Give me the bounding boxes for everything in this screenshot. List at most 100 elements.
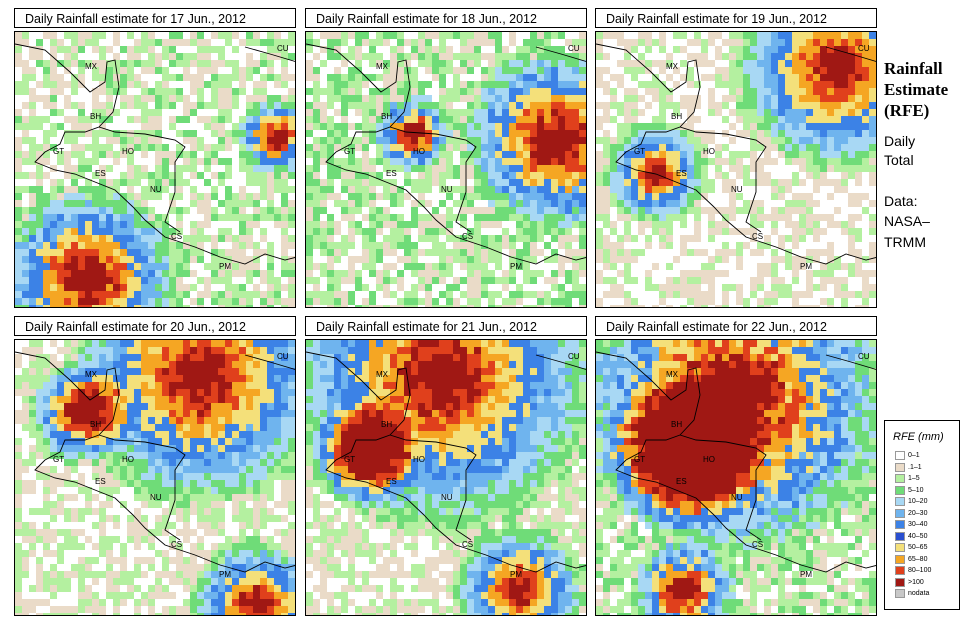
rainfall-raster — [596, 32, 876, 307]
legend-label: 0–1 — [908, 452, 920, 459]
country-label: PM — [219, 262, 231, 271]
coastline — [535, 354, 586, 370]
legend-label: 80–100 — [908, 567, 932, 574]
country-label: CU — [858, 44, 870, 53]
country-label: CS — [171, 232, 183, 241]
panel-title: Daily Rainfall estimate for 21 Jun., 201… — [305, 316, 587, 336]
legend-label: nodata — [908, 590, 930, 597]
country-label: GT — [344, 147, 356, 156]
country-label: ES — [676, 477, 687, 486]
country-label: HO — [413, 455, 425, 464]
rainfall-map: MX BH GT HO ES NU CS PM CU — [595, 31, 877, 308]
legend-item: >100 — [895, 577, 924, 588]
country-label: HO — [122, 455, 134, 464]
rainfall-panel: Daily Rainfall estimate for 21 Jun., 201… — [305, 316, 587, 616]
legend-label: 10–20 — [908, 498, 928, 505]
legend-swatch — [895, 577, 905, 587]
panel-title: Daily Rainfall estimate for 20 Jun., 201… — [14, 316, 296, 336]
coastline — [389, 126, 477, 233]
panel-title: Daily Rainfall estimate for 18 Jun., 201… — [305, 8, 587, 28]
country-label: CU — [277, 352, 289, 361]
legend-item: 30–40 — [895, 520, 927, 530]
country-label: NU — [150, 185, 162, 194]
coastline — [679, 434, 767, 541]
rfe-legend: RFE (mm) 0–1 .1–1 1–5 5–10 10–20 20–30 30–40 40… — [884, 420, 960, 610]
country-label: GT — [344, 455, 356, 464]
country-label: CS — [462, 232, 474, 241]
legend-label: 30–40 — [908, 521, 928, 528]
country-label: ES — [95, 477, 106, 486]
source-label-1: NASA– — [884, 213, 930, 229]
legend-label: 20–30 — [908, 509, 928, 517]
coastline — [825, 46, 876, 62]
coastline — [98, 126, 186, 233]
rainfall-map: MX BH GT HO ES NU CS PM CU — [595, 339, 877, 616]
country-label: PM — [800, 570, 812, 579]
legend-item: 50–65 — [895, 543, 927, 553]
total-label: Total — [884, 152, 914, 168]
legend-swatch — [895, 497, 905, 506]
country-label: PM — [510, 570, 522, 579]
coastline — [306, 43, 586, 265]
country-label: BH — [90, 420, 102, 429]
rainfall-map: MX BH GT HO ES NU CS PM CU — [305, 31, 587, 308]
country-label: HO — [703, 455, 715, 464]
country-label: HO — [703, 147, 715, 156]
country-label: HO — [413, 147, 425, 156]
rainfall-panel: Daily Rainfall estimate for 20 Jun., 201… — [14, 316, 296, 616]
legend-swatch — [895, 474, 905, 483]
country-label: PM — [800, 262, 812, 271]
coastline — [15, 351, 295, 573]
legend-label: 40–50 — [908, 532, 928, 540]
coastline — [535, 46, 586, 62]
country-label: CU — [277, 44, 289, 53]
legend-label: 5–10 — [908, 486, 924, 494]
coastline — [244, 354, 295, 370]
rainfall-raster — [15, 32, 295, 307]
legend-item: 65–80 — [895, 554, 928, 565]
legend-label: 65–80 — [908, 555, 928, 563]
legend-swatch — [895, 520, 905, 529]
legend-item: nodata — [895, 589, 929, 599]
legend-item: .1–1 — [895, 462, 922, 473]
country-label: GT — [634, 455, 646, 464]
title-line-1: Rainfall — [884, 59, 943, 78]
legend-swatch — [895, 531, 905, 541]
coastline — [98, 434, 186, 541]
panel-title: Daily Rainfall estimate for 17 Jun., 201… — [14, 8, 296, 28]
legend-swatch — [895, 566, 905, 575]
legend-label: >100 — [908, 578, 924, 586]
legend-item: 0–1 — [895, 451, 920, 461]
country-label: ES — [386, 477, 397, 486]
country-label: BH — [671, 112, 683, 121]
coastline — [306, 351, 586, 573]
country-label: MX — [376, 62, 388, 71]
coastline — [596, 43, 876, 265]
legend-swatch — [895, 462, 905, 472]
coastline — [244, 46, 295, 62]
panel-title: Daily Rainfall estimate for 22 Jun., 201… — [595, 316, 877, 336]
coastline — [825, 354, 876, 370]
country-label: ES — [386, 169, 397, 178]
country-label: MX — [376, 370, 388, 379]
country-label: NU — [731, 185, 743, 194]
legend-item: 10–20 — [895, 497, 927, 507]
product-title: Rainfall Estimate (RFE) — [884, 58, 948, 121]
rainfall-panel: Daily Rainfall estimate for 22 Jun., 201… — [595, 316, 877, 616]
data-label: Data: — [884, 193, 918, 209]
country-label: BH — [671, 420, 683, 429]
rainfall-raster — [306, 32, 586, 307]
title-line-2: Estimate — [884, 80, 949, 99]
legend-swatch — [895, 543, 905, 552]
legend-swatch — [895, 589, 905, 598]
panel-title: Daily Rainfall estimate for 19 Jun., 201… — [595, 8, 877, 28]
country-label: MX — [85, 370, 97, 379]
country-label: NU — [441, 185, 453, 194]
title-line-3: (RFE) — [884, 101, 930, 120]
legend-swatch — [895, 508, 905, 518]
country-label: PM — [510, 262, 522, 271]
country-label: GT — [634, 147, 646, 156]
country-label: MX — [85, 62, 97, 71]
country-label: MX — [666, 62, 678, 71]
rainfall-raster — [596, 340, 876, 615]
